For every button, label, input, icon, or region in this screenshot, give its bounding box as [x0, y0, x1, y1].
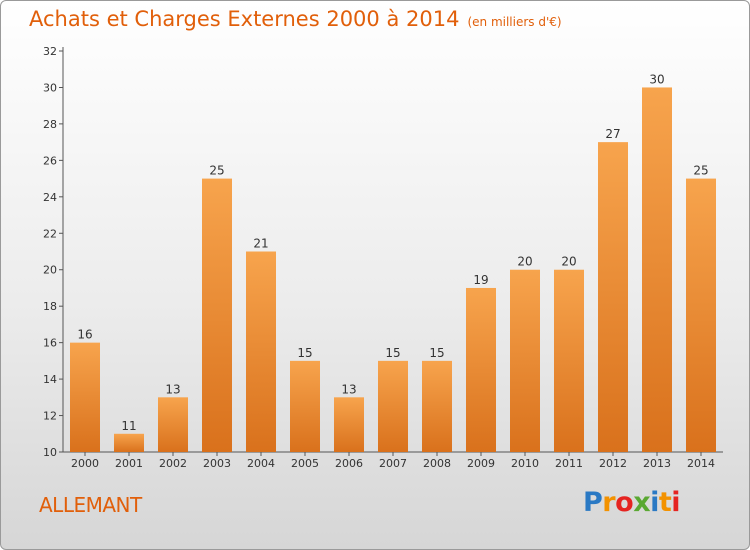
- x-tick-label: 2008: [423, 457, 451, 470]
- x-tick-label: 2009: [467, 457, 495, 470]
- y-tick-label: 22: [43, 227, 57, 240]
- x-tick-label: 2003: [203, 457, 231, 470]
- y-tick-label: 16: [43, 337, 57, 350]
- logo-letter: P: [583, 487, 603, 518]
- bar-2008: [422, 360, 452, 452]
- y-tick-label: 14: [43, 373, 57, 386]
- bar-2013: [642, 87, 672, 453]
- x-tick-label: 2004: [247, 457, 275, 470]
- bar-2005: [290, 360, 320, 452]
- bar-2011: [554, 269, 584, 452]
- data-label: 20: [561, 255, 576, 269]
- bar-2006: [334, 397, 364, 452]
- y-tick-label: 18: [43, 300, 57, 313]
- data-label: 25: [209, 164, 224, 178]
- x-tick-label: 2011: [555, 457, 583, 470]
- data-label: 15: [385, 346, 400, 360]
- data-label: 27: [605, 127, 620, 141]
- data-label: 15: [297, 346, 312, 360]
- proxiti-logo: Proxiti: [583, 487, 681, 518]
- x-tick-label: 2014: [687, 457, 715, 470]
- bar-2010: [510, 269, 540, 452]
- data-label: 13: [341, 382, 356, 396]
- x-tick-label: 2013: [643, 457, 671, 470]
- chart-title-text: Achats et Charges Externes 2000 à 2014: [29, 7, 460, 31]
- chart-axes: 10 12 14 16 18 20 22 24 26 28 30 32: [43, 45, 723, 459]
- x-tick-label: 2005: [291, 457, 319, 470]
- data-label: 25: [693, 164, 708, 178]
- bar-2003: [202, 178, 232, 452]
- x-tick-label: 2001: [115, 457, 143, 470]
- x-tick-label: 2000: [71, 457, 99, 470]
- data-label: 16: [77, 328, 92, 342]
- y-tick-label: 28: [43, 118, 57, 131]
- logo-letter: i: [671, 487, 681, 518]
- data-label: 15: [429, 346, 444, 360]
- data-label: 11: [121, 419, 136, 433]
- bar-2009: [466, 287, 496, 452]
- data-label: 21: [253, 237, 268, 251]
- bar-2000: [70, 342, 100, 452]
- y-tick-label: 30: [43, 81, 57, 94]
- data-label: 13: [165, 382, 180, 396]
- logo-letter: o: [615, 487, 634, 518]
- x-tick-label: 2002: [159, 457, 187, 470]
- logo-letter: r: [602, 487, 616, 518]
- x-tick-label: 2006: [335, 457, 363, 470]
- chart-title: Achats et Charges Externes 2000 à 2014 (e…: [29, 7, 562, 31]
- chart-subtitle: (en milliers d'€): [467, 15, 562, 29]
- chart-data-labels: 2000 16 2001 11 2002 13 2003 25 2004 21 2005 15 2006…: [71, 72, 715, 470]
- bar-2012: [598, 142, 628, 453]
- logo-letter: i: [650, 487, 659, 518]
- y-tick-label: 24: [43, 191, 57, 204]
- x-tick-label: 2012: [599, 457, 627, 470]
- y-tick-label: 12: [43, 410, 57, 423]
- bar-2002: [158, 397, 188, 452]
- data-label: 30: [649, 72, 664, 86]
- y-tick-label: 20: [43, 264, 57, 277]
- bar-2007: [378, 360, 408, 452]
- bar-2001: [114, 433, 144, 452]
- x-tick-label: 2007: [379, 457, 407, 470]
- y-tick-label: 32: [43, 45, 57, 58]
- data-label: 20: [517, 255, 532, 269]
- data-label: 19: [473, 273, 488, 287]
- logo-letter: t: [658, 487, 672, 518]
- x-tick-label: 2010: [511, 457, 539, 470]
- chart-bars: [70, 87, 716, 453]
- logo-letter: x: [633, 487, 651, 518]
- bar-2014: [686, 178, 716, 452]
- commune-name: ALLEMANT: [39, 493, 142, 517]
- bar-2004: [246, 251, 276, 452]
- y-tick-label: 26: [43, 154, 57, 167]
- y-tick-label: 10: [43, 446, 57, 459]
